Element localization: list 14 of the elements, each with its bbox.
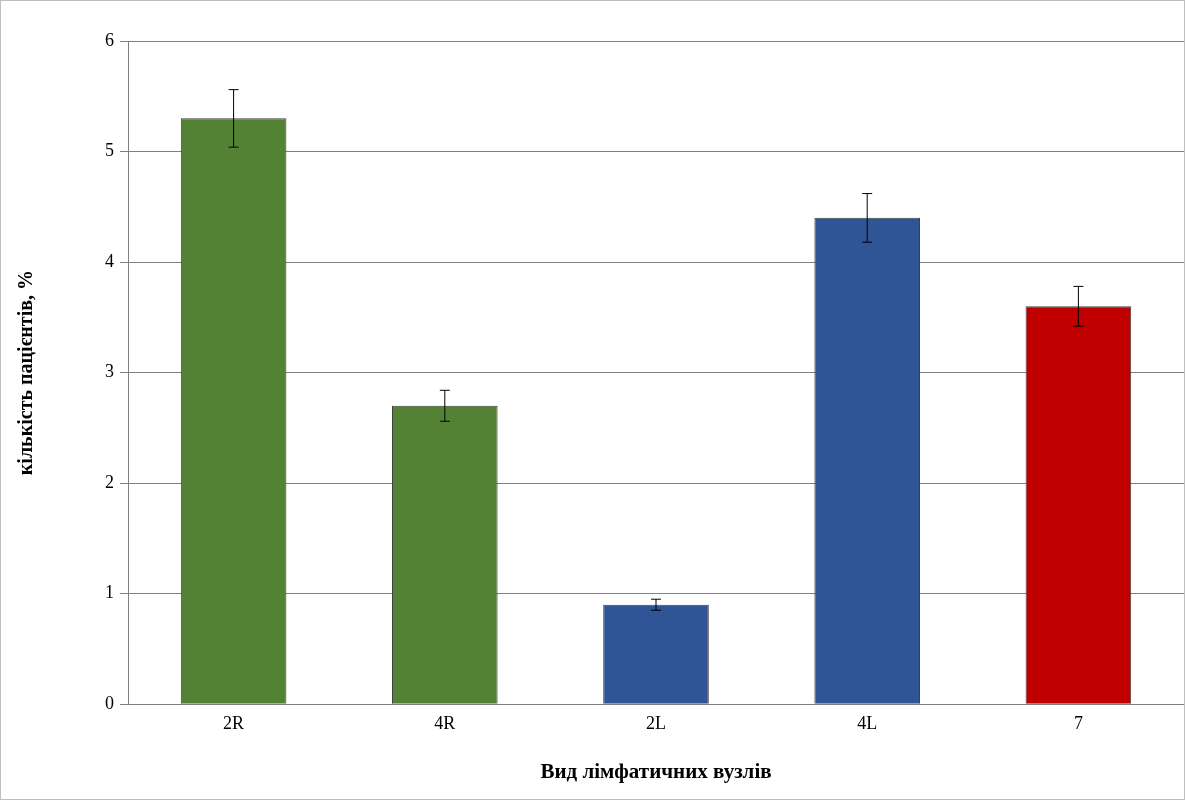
y-tick-label: 1 bbox=[105, 582, 114, 603]
x-tick-label: 2R bbox=[223, 712, 245, 733]
x-tick-label: 7 bbox=[1073, 712, 1083, 733]
y-tick-label: 2 bbox=[105, 471, 114, 492]
y-axis-title: кількість пацієнтів, % bbox=[14, 270, 37, 476]
x-tick-label: 4R bbox=[434, 712, 456, 733]
y-tick-label: 4 bbox=[105, 250, 114, 271]
y-tick-label: 5 bbox=[105, 140, 114, 161]
x-tick-label: 4L bbox=[857, 712, 878, 733]
x-tick-label: 2L bbox=[646, 712, 666, 733]
x-axis-title: Вид лімфатичних вузлів bbox=[540, 758, 772, 783]
y-tick-label: 3 bbox=[105, 361, 114, 382]
y-tick-label: 6 bbox=[105, 29, 114, 50]
y-tick-label: 0 bbox=[105, 692, 114, 713]
